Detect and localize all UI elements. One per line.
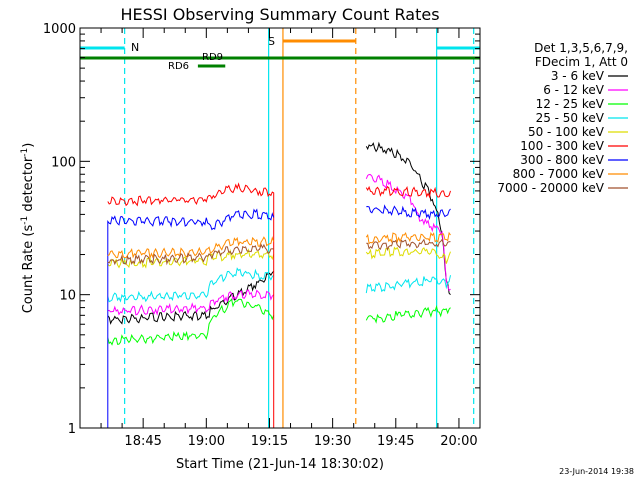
series-line — [365, 141, 451, 296]
x-tick-label: 19:30 — [314, 434, 351, 449]
legend-title-line2: FDecim 1, Att 0 — [535, 55, 628, 69]
y-axis-label: Count Rate (s-1 detector-1) — [20, 143, 36, 314]
legend-label: 3 - 6 keV — [551, 69, 605, 83]
y-axis-label-sup1: -1 — [20, 216, 30, 225]
legend-label: 12 - 25 keV — [536, 97, 605, 111]
series-line — [365, 304, 451, 324]
series-line — [365, 185, 451, 199]
series-7 — [107, 231, 451, 259]
series-line — [107, 298, 275, 346]
y-axis-label-mid: detector — [21, 156, 36, 216]
series-line — [365, 246, 451, 264]
series-line — [107, 270, 275, 325]
series-line — [365, 173, 451, 292]
series-8 — [107, 238, 451, 266]
series-5 — [107, 182, 451, 428]
legend-label: 800 - 7000 keV — [513, 167, 605, 181]
y-tick-label: 100 — [51, 155, 76, 170]
y-axis: 1 10 100 1000 — [43, 22, 480, 437]
series-6 — [107, 204, 451, 428]
series-4 — [107, 246, 451, 269]
series-line — [365, 275, 451, 294]
night-label: N — [131, 41, 139, 54]
series-3 — [107, 267, 451, 303]
series-0 — [107, 141, 451, 325]
series-line — [107, 267, 275, 303]
legend-label: 50 - 100 keV — [528, 125, 605, 139]
y-tick-label: 10 — [59, 289, 76, 304]
x-tick-label: 19:00 — [188, 434, 225, 449]
y-axis-label-end: ) — [21, 143, 36, 148]
series-line — [366, 204, 451, 221]
footer-timestamp: 23-Jun-2014 19:38 — [559, 467, 634, 476]
series-2 — [107, 298, 451, 346]
rd9-label: RD9 — [202, 52, 223, 63]
legend-label: 6 - 12 keV — [543, 83, 605, 97]
legend-label: 300 - 800 keV — [520, 153, 604, 167]
x-axis-label: Start Time (21-Jun-14 18:30:02) — [176, 457, 384, 472]
x-tick-label: 19:45 — [377, 434, 414, 449]
legend: Det 1,3,5,6,7,9, FDecim 1, Att 0 3 - 6 k… — [497, 41, 628, 195]
legend-label: 25 - 50 keV — [536, 111, 605, 125]
series-line — [365, 231, 451, 245]
y-axis-label-main: Count Rate (s — [21, 225, 36, 314]
plot-frame — [79, 27, 481, 429]
x-axis: 18:45 19:00 19:15 19:30 19:45 20:00 — [100, 28, 478, 449]
x-tick-label: 20:00 — [440, 434, 477, 449]
y-tick-label: 1000 — [43, 22, 76, 37]
x-tick-label: 19:15 — [251, 434, 288, 449]
x-tick-label: 18:45 — [124, 434, 161, 449]
y-axis-label-sup2: -1 — [20, 148, 30, 157]
legend-label: 7000 - 20000 keV — [497, 181, 604, 195]
chart-title: HESSI Observing Summary Count Rates — [120, 5, 439, 24]
series-line — [107, 208, 275, 428]
rd6-label: RD6 — [168, 61, 189, 72]
series-line — [107, 243, 274, 266]
series-1 — [107, 173, 451, 316]
series-line — [366, 238, 451, 252]
series-line — [107, 182, 275, 428]
series-line — [107, 236, 275, 259]
y-tick-label: 1 — [68, 422, 76, 437]
series-line — [107, 289, 275, 316]
series-line — [107, 248, 275, 269]
legend-label: 100 - 300 keV — [520, 139, 604, 153]
saa-label: S — [268, 35, 275, 48]
legend-title-line1: Det 1,3,5,6,7,9, — [534, 41, 628, 55]
series-lines — [107, 141, 451, 428]
observing-flags: S N RD9 RD6 — [80, 28, 480, 428]
